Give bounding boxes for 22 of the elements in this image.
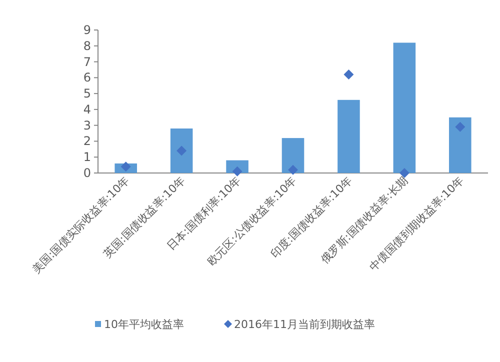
legend-label: 10年平均收益率 bbox=[104, 318, 184, 331]
y-tick-label: 3 bbox=[83, 118, 91, 132]
legend-label: 2016年11月当前到期收益率 bbox=[234, 318, 375, 331]
bar bbox=[449, 117, 472, 173]
y-tick-label: 0 bbox=[83, 166, 91, 180]
point bbox=[288, 164, 298, 175]
y-tick-label: 5 bbox=[83, 86, 91, 101]
bar bbox=[338, 100, 360, 173]
bar bbox=[282, 138, 304, 173]
y-tick-label: 9 bbox=[83, 23, 91, 37]
y-tick-label: 4 bbox=[83, 102, 91, 116]
y-tick-label: 2 bbox=[83, 134, 91, 148]
y-tick-label: 7 bbox=[83, 54, 91, 69]
bar bbox=[393, 42, 416, 173]
y-tick-label: 1 bbox=[83, 150, 91, 164]
point bbox=[176, 146, 187, 156]
point bbox=[455, 122, 466, 132]
y-tick-label: 8 bbox=[83, 38, 91, 53]
y-tick-label: 6 bbox=[83, 70, 91, 85]
point bbox=[344, 69, 354, 80]
point bbox=[120, 162, 131, 172]
bar bbox=[170, 128, 193, 173]
